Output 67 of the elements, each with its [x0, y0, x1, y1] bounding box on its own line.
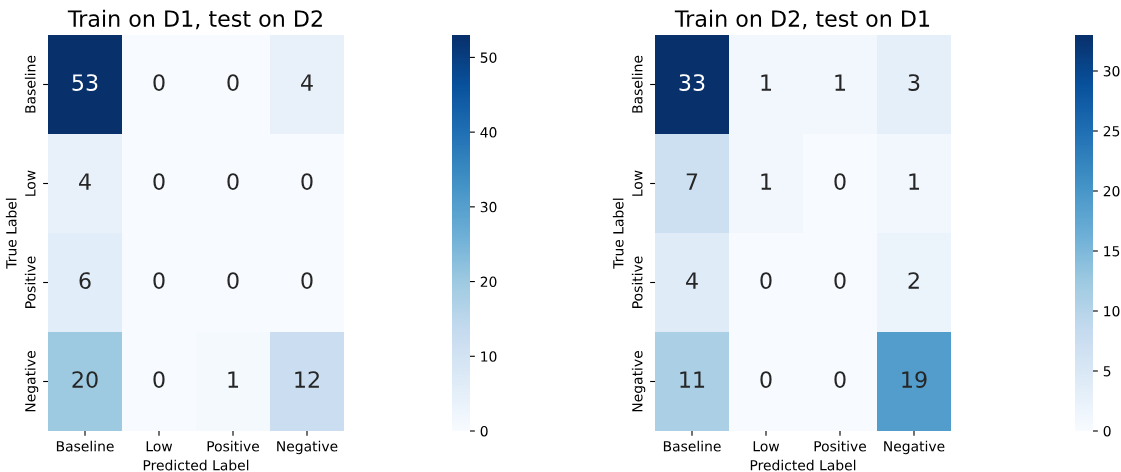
- color-bar-label: 25: [1103, 125, 1120, 137]
- data-label: 0: [153, 173, 165, 190]
- color-bar-label: 0: [1103, 425, 1111, 437]
- y-tick-label: Positive: [24, 256, 36, 308]
- y-tick-label: Negative: [631, 351, 646, 412]
- data-label: 2: [908, 272, 919, 289]
- data-label: 0: [227, 272, 239, 289]
- color-bar-label: 10: [481, 351, 497, 362]
- x-tick-label: Negative: [884, 440, 945, 455]
- y-tick-label: Low: [25, 170, 36, 196]
- data-label: 0: [153, 371, 165, 388]
- data-label: 4: [301, 74, 313, 91]
- color-bar-label: 10: [1104, 305, 1120, 317]
- x-tick-label: Baseline: [56, 440, 114, 452]
- y-tick-label: Baseline: [631, 55, 643, 113]
- data-label: 4: [79, 173, 91, 190]
- data-label: 0: [227, 74, 239, 91]
- x-tick-label: Baseline: [663, 440, 721, 452]
- color-bar-label: 50: [480, 52, 497, 63]
- color-bar-label: 5: [1103, 366, 1111, 377]
- data-label: 6: [79, 272, 91, 289]
- data-label: 0: [301, 272, 313, 289]
- data-label: 0: [760, 272, 772, 289]
- color-bar-label: 30: [1103, 65, 1120, 77]
- data-label: 4: [686, 272, 698, 289]
- y-axis-title: True Label: [5, 198, 17, 269]
- chart-title: Train on D2, test on D1: [674, 9, 930, 30]
- data-label: 1: [761, 74, 772, 91]
- data-label: 0: [301, 173, 313, 190]
- data-label: 0: [834, 371, 846, 388]
- data-label: 1: [835, 74, 846, 91]
- data-label: 33: [679, 74, 705, 91]
- data-label: 1: [228, 371, 239, 388]
- data-label: 19: [902, 371, 927, 388]
- color-bar-label: 30: [480, 201, 497, 213]
- color-bar-label: 40: [480, 127, 497, 138]
- data-label: 12: [295, 371, 319, 388]
- y-tick-label: Baseline: [24, 55, 36, 113]
- color-bar-label: 20: [480, 276, 497, 288]
- color-bar-label: 15: [1104, 246, 1120, 257]
- color-bar-label: 20: [1103, 185, 1120, 197]
- x-axis-title: Predicted Label: [143, 459, 249, 471]
- data-label: 1: [909, 173, 920, 190]
- color-bar-label: 0: [480, 425, 488, 437]
- data-label: 11: [680, 371, 705, 388]
- x-tick-label: Low: [146, 441, 173, 452]
- data-label: 53: [72, 74, 98, 91]
- data-label: 0: [153, 74, 165, 91]
- data-label: 7: [686, 173, 698, 190]
- data-label: 3: [908, 74, 920, 91]
- y-tick-label: Negative: [24, 351, 39, 412]
- x-tick-label: Negative: [277, 440, 338, 455]
- data-label: 0: [834, 272, 846, 289]
- x-axis-title: Predicted Label: [750, 459, 856, 471]
- y-axis-title: True Label: [612, 198, 624, 269]
- data-label: 20: [72, 371, 98, 388]
- x-tick-label: Low: [753, 441, 780, 452]
- x-tick-label: Positive: [814, 440, 867, 452]
- data-label: 1: [761, 173, 772, 190]
- data-label: 0: [227, 173, 239, 190]
- data-label: 0: [834, 173, 846, 190]
- x-tick-label: Positive: [207, 440, 260, 452]
- y-tick-label: Low: [632, 170, 643, 196]
- y-tick-label: Positive: [631, 256, 643, 308]
- chart-title: Train on D1, test on D2: [67, 9, 322, 30]
- data-label: 0: [153, 272, 165, 289]
- data-label: 0: [760, 371, 772, 388]
